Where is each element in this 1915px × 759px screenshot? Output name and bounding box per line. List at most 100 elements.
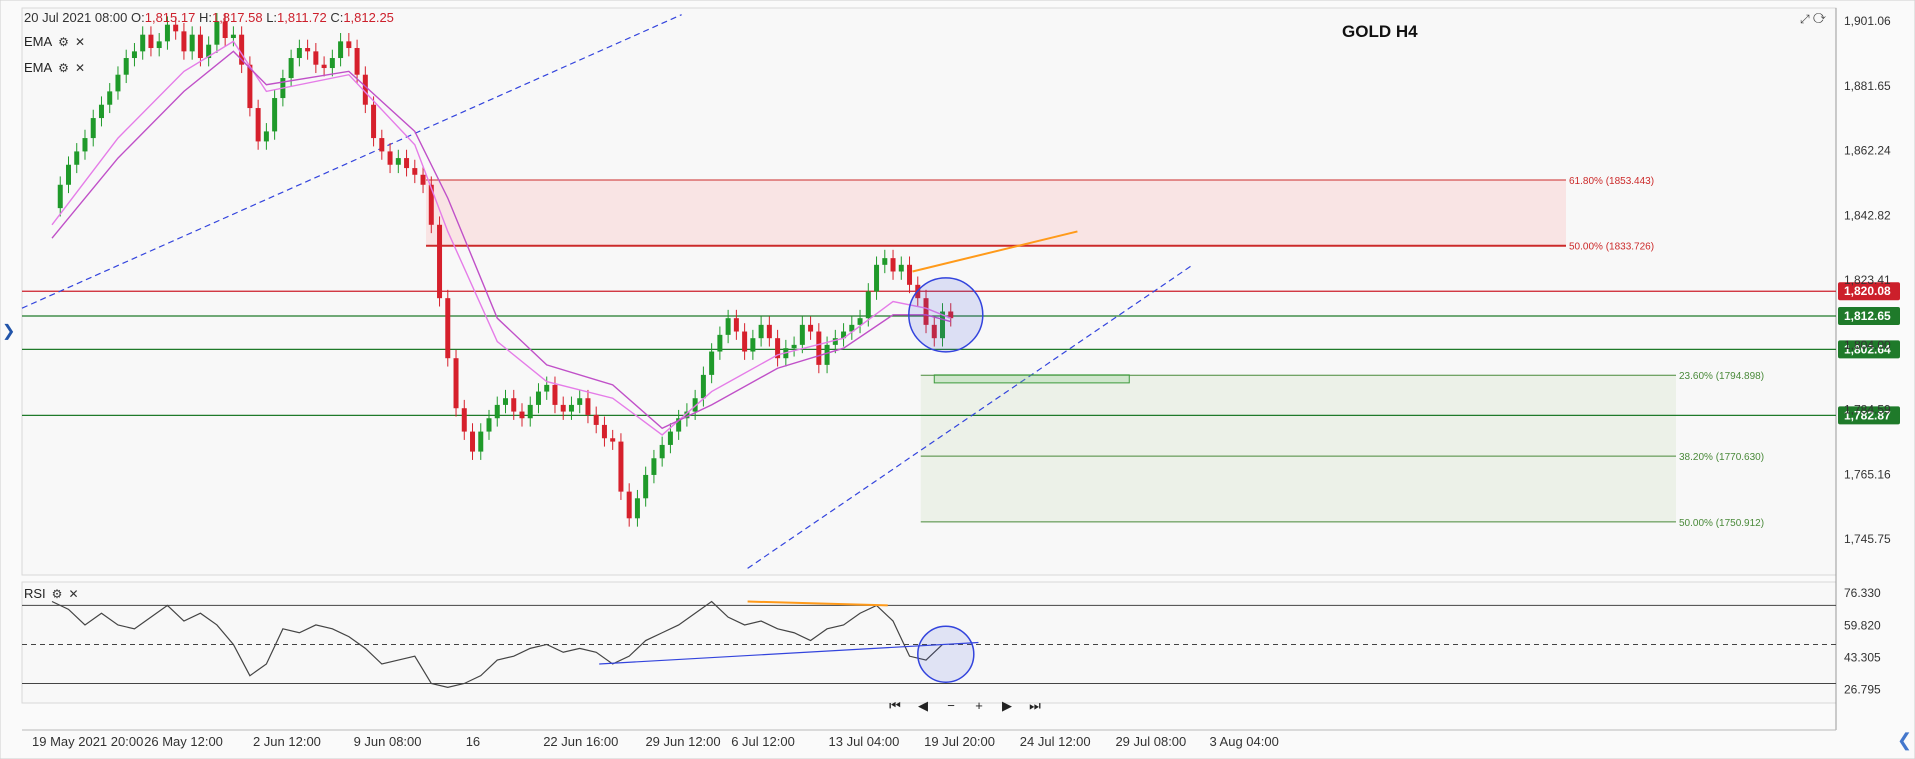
candle-body	[684, 411, 690, 419]
candle-body	[865, 291, 871, 319]
first-icon[interactable]: ⏮	[889, 698, 901, 713]
candle-body	[634, 498, 640, 519]
last-icon[interactable]: ⏭	[1029, 698, 1041, 713]
x-tick-label: 22 Jun 16:00	[543, 734, 618, 749]
x-tick-label: 29 Jun 12:00	[645, 734, 720, 749]
rsi-tick-label: 26.795	[1844, 683, 1881, 697]
candle-body	[494, 404, 500, 419]
y-tick-label: 1,862.24	[1844, 144, 1891, 158]
candle-body	[717, 334, 723, 352]
y-tick-label: 1,784.59	[1844, 403, 1891, 417]
candle-body	[486, 418, 492, 432]
candle-body	[857, 318, 863, 325]
candle-body	[437, 224, 443, 299]
y-tick-label: 1,765.16	[1844, 467, 1891, 481]
candle-body	[461, 408, 467, 432]
indicator-label: RSI	[24, 586, 46, 601]
candle-body	[667, 431, 673, 445]
candle-body	[173, 24, 179, 32]
indicator-rsi[interactable]: RSI ⚙ ✕	[24, 586, 79, 601]
target-box	[933, 374, 1130, 384]
x-tick-label: 26 May 12:00	[144, 734, 223, 749]
candle-body	[470, 431, 476, 452]
indicator-ema-2[interactable]: EMA ⚙ ✕	[24, 60, 85, 75]
trend-line-upper	[21, 14, 682, 309]
high-label: H:	[198, 10, 212, 25]
gear-icon[interactable]: ⚙	[51, 586, 63, 601]
candle-body	[841, 331, 847, 339]
ohlc-date: 20 Jul 2021 08:00	[24, 10, 128, 25]
candle-body	[131, 51, 137, 59]
candle-body	[181, 31, 187, 52]
candle-body	[255, 108, 261, 142]
y-tick-label: 1,823.41	[1844, 273, 1891, 287]
candle-body	[503, 398, 508, 405]
y-tick-label: 1,804.00	[1844, 338, 1891, 352]
ema-slow-line	[51, 50, 951, 430]
candle-body	[849, 324, 855, 332]
y-tick-label: 1,881.65	[1844, 79, 1891, 93]
y-tick-label: 1,842.82	[1844, 208, 1891, 222]
candle-body	[791, 344, 797, 349]
candle-body	[808, 324, 814, 332]
candle-body	[239, 34, 245, 65]
x-tick-label: 24 Jul 12:00	[1020, 734, 1091, 749]
candle-body	[148, 34, 154, 49]
price-tag-bg	[1838, 406, 1900, 425]
candle-body	[775, 338, 781, 359]
expand-icon[interactable]: ⤢	[1800, 12, 1810, 26]
candle-body	[535, 391, 541, 405]
rsi-tick-label: 43.305	[1844, 651, 1881, 665]
candle-body	[882, 258, 888, 265]
y-tick-label: 1,745.75	[1844, 532, 1891, 546]
candle-body	[742, 331, 748, 352]
candle-body	[931, 324, 937, 339]
close-icon[interactable]: ✕	[74, 34, 85, 49]
candle-body	[618, 441, 624, 492]
divergence-line-price	[912, 230, 1078, 273]
zoom-out-icon[interactable]: −	[947, 698, 955, 713]
indicator-ema-1[interactable]: EMA ⚙ ✕	[24, 34, 85, 49]
candle-body	[519, 411, 525, 419]
candle-body	[214, 21, 220, 45]
close-icon[interactable]: ✕	[74, 60, 85, 75]
candle-body	[387, 151, 393, 165]
candle-body	[593, 414, 599, 425]
price-tag-label: 1,812.65	[1844, 309, 1891, 323]
candle-body	[626, 491, 632, 519]
prev-icon[interactable]: ◀	[918, 698, 928, 713]
highlight-circle	[908, 277, 984, 353]
gear-icon[interactable]: ⚙	[58, 34, 69, 49]
fib-level-label: 50.00% (1833.726)	[1569, 242, 1654, 253]
candle-body	[107, 91, 113, 105]
chevron-left-icon[interactable]: ❮	[1897, 730, 1913, 750]
zoom-in-icon[interactable]: +	[975, 698, 983, 713]
candle-body	[98, 104, 104, 119]
open-value: 1,815.17	[144, 10, 196, 25]
refresh-icon[interactable]: ⟳	[1812, 12, 1826, 26]
x-tick-label: 29 Jul 08:00	[1115, 734, 1186, 749]
candle-body	[354, 48, 360, 75]
x-tick-label: 3 Aug 04:00	[1209, 734, 1278, 749]
chevron-right-icon[interactable]: ❯	[2, 323, 16, 340]
next-icon[interactable]: ▶	[1002, 698, 1012, 713]
candle-body	[940, 311, 946, 339]
close-icon[interactable]: ✕	[68, 586, 79, 601]
candle-body	[766, 324, 772, 339]
gear-icon[interactable]: ⚙	[58, 60, 69, 75]
candle-body	[923, 298, 929, 325]
candle-body	[420, 174, 426, 185]
candle-body	[676, 418, 682, 432]
price-tag-label: 1,802.64	[1844, 342, 1891, 356]
candle-body	[305, 48, 311, 52]
candle-body	[643, 474, 649, 499]
candle-body	[321, 64, 327, 69]
candle-body	[700, 374, 706, 399]
rsi-highlight-circle	[917, 625, 975, 683]
candle-body	[156, 41, 162, 49]
candle-body	[395, 158, 401, 165]
candle-body	[230, 34, 236, 39]
candle-body	[527, 404, 533, 419]
